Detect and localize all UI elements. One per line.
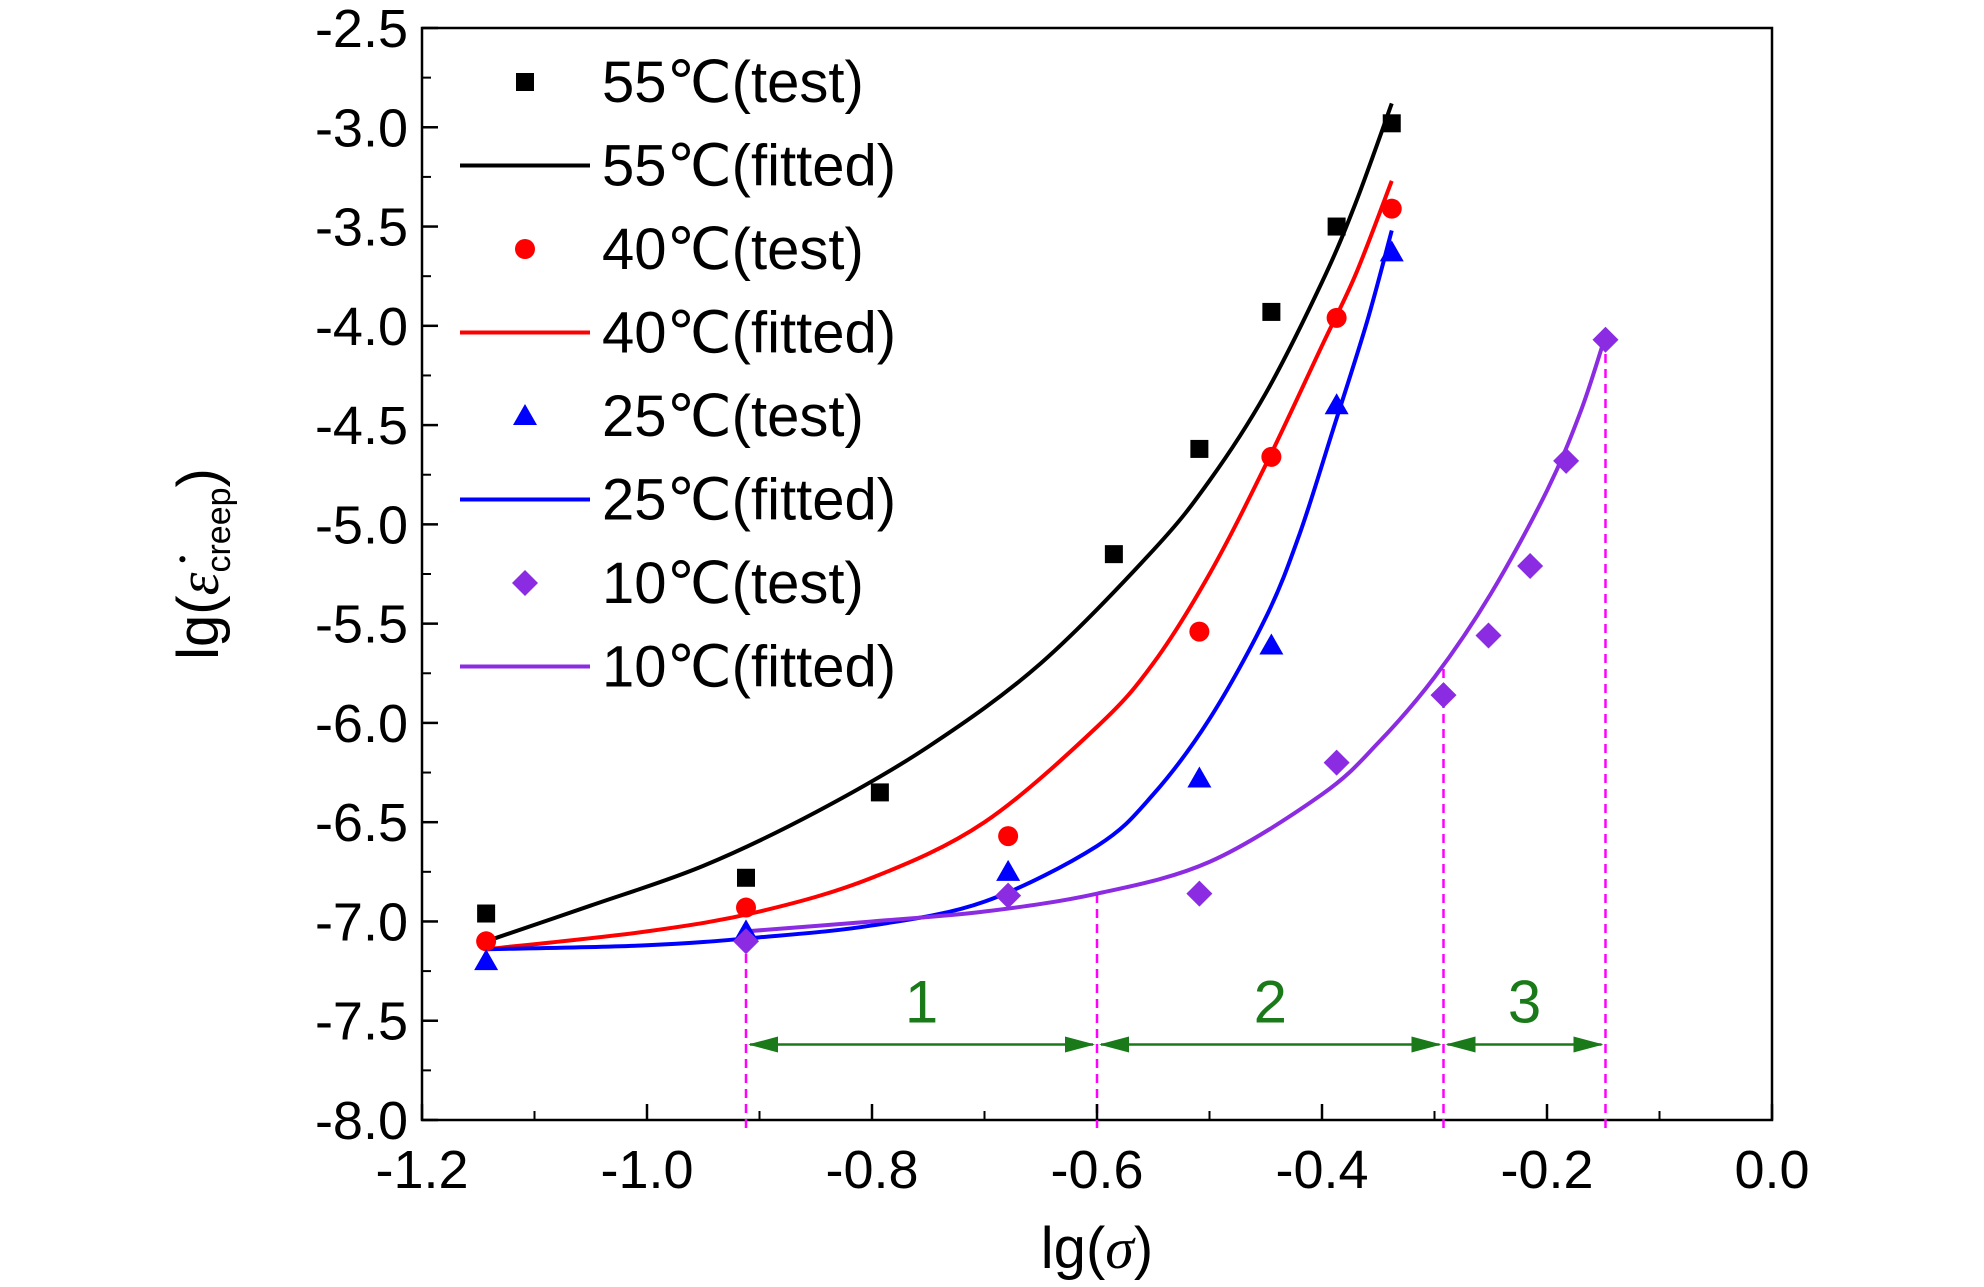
data-markers bbox=[474, 114, 1619, 971]
y-tick-label: -6.0 bbox=[315, 694, 408, 754]
legend-marker-swatch bbox=[513, 404, 537, 425]
legend-label: 10℃(fitted) bbox=[602, 635, 896, 700]
region-arrow-head-right bbox=[1065, 1036, 1095, 1053]
y-tick-label: -6.5 bbox=[315, 793, 408, 853]
data-point-triangle bbox=[1259, 633, 1284, 655]
y-tick-label: -8.0 bbox=[315, 1091, 408, 1151]
y-tick-label: -7.0 bbox=[315, 892, 408, 952]
region-arrow-head-left bbox=[748, 1036, 778, 1053]
data-point-triangle bbox=[996, 859, 1021, 881]
fitted-curve bbox=[745, 335, 1608, 934]
x-tick-label: -0.4 bbox=[1275, 1140, 1368, 1200]
x-tick-label: 0.0 bbox=[1734, 1140, 1809, 1200]
data-point-circle bbox=[736, 897, 756, 918]
data-point-diamond bbox=[995, 882, 1022, 909]
data-point-circle bbox=[1326, 307, 1347, 328]
data-point-diamond bbox=[1323, 749, 1350, 776]
x-tick-label: -0.6 bbox=[1050, 1140, 1143, 1200]
y-axis-title: lg(ε̇creep) bbox=[166, 468, 238, 660]
data-point-square bbox=[737, 868, 755, 887]
y-tick-label: -5.5 bbox=[315, 595, 408, 655]
region-label: 1 bbox=[905, 969, 938, 1036]
data-point-triangle bbox=[1187, 766, 1212, 788]
x-axis-ticks: -1.2 -1.0 -0.8 -0.6 -0.4 -0.2 0.0 bbox=[375, 1104, 1810, 1200]
y-tick-label: -3.5 bbox=[315, 198, 408, 258]
y-tick-label: -3.0 bbox=[315, 98, 408, 158]
data-point-circle bbox=[1381, 198, 1402, 219]
y-tick-label: -7.5 bbox=[315, 992, 408, 1052]
data-point-diamond bbox=[1475, 622, 1502, 649]
region-arrow-head-left bbox=[1445, 1036, 1476, 1053]
x-tick-label: -0.8 bbox=[825, 1140, 918, 1200]
data-point-square bbox=[1262, 302, 1281, 321]
region-arrow-head-right bbox=[1411, 1036, 1442, 1053]
legend-marker-swatch bbox=[515, 239, 535, 259]
legend-label: 40℃(test) bbox=[602, 217, 864, 282]
y-tick-label: -4.5 bbox=[315, 396, 408, 456]
region-arrow-head-right bbox=[1573, 1036, 1604, 1053]
reference-lines bbox=[744, 335, 1607, 1128]
data-point-square bbox=[1327, 217, 1346, 236]
region-arrow-head-left bbox=[1099, 1036, 1129, 1053]
data-point-diamond bbox=[1430, 682, 1457, 709]
y-axis-ticks: -8.0 -7.5 -7.0 -6.5 -6.0 -5.5 -5.0 -4.5 -4.0 -3.5… bbox=[315, 0, 438, 1151]
data-point-circle bbox=[476, 931, 497, 952]
data-point-triangle bbox=[474, 949, 499, 971]
data-point-diamond bbox=[733, 928, 759, 955]
region-label: 3 bbox=[1508, 969, 1541, 1036]
data-point-square bbox=[1190, 439, 1209, 458]
legend-label: 55℃(test) bbox=[602, 50, 864, 115]
x-tick-label: -1.2 bbox=[375, 1140, 468, 1200]
data-point-circle bbox=[1261, 446, 1282, 467]
data-point-triangle bbox=[1379, 240, 1404, 262]
x-tick-label: -1.0 bbox=[600, 1140, 693, 1200]
x-axis-title: lg(σ) bbox=[1041, 1216, 1153, 1281]
region-arrows: 1 2 3 bbox=[748, 969, 1604, 1053]
legend-label: 55℃(fitted) bbox=[602, 134, 896, 199]
data-point-square bbox=[1382, 114, 1401, 133]
fitted-curve bbox=[485, 102, 1394, 944]
data-point-triangle bbox=[1324, 393, 1349, 415]
region-label: 2 bbox=[1254, 969, 1287, 1036]
legend-marker-swatch bbox=[512, 570, 538, 596]
legend-label: 10℃(test) bbox=[602, 551, 864, 616]
y-tick-label: -2.5 bbox=[315, 0, 408, 59]
legend-label: 25℃(fitted) bbox=[602, 468, 896, 533]
data-point-diamond bbox=[1553, 447, 1580, 474]
data-point-diamond bbox=[1592, 326, 1619, 353]
data-point-square bbox=[477, 904, 496, 923]
legend-marker-swatch bbox=[516, 73, 534, 91]
legend-label: 40℃(fitted) bbox=[602, 301, 896, 366]
data-point-square bbox=[870, 783, 889, 802]
data-point-square bbox=[1104, 545, 1123, 564]
data-point-circle bbox=[1189, 621, 1210, 642]
y-tick-label: -5.0 bbox=[315, 495, 408, 555]
data-point-diamond bbox=[1517, 553, 1544, 580]
fitted-curve bbox=[485, 180, 1394, 952]
legend: 55℃(test) 55℃(fitted) 40℃(test) 40℃(fitted)… bbox=[460, 50, 896, 700]
legend-label: 25℃(test) bbox=[602, 384, 864, 449]
data-point-diamond bbox=[1186, 880, 1213, 907]
x-tick-label: -0.2 bbox=[1500, 1140, 1593, 1200]
data-point-circle bbox=[998, 826, 1019, 847]
y-tick-label: -4.0 bbox=[315, 297, 408, 357]
